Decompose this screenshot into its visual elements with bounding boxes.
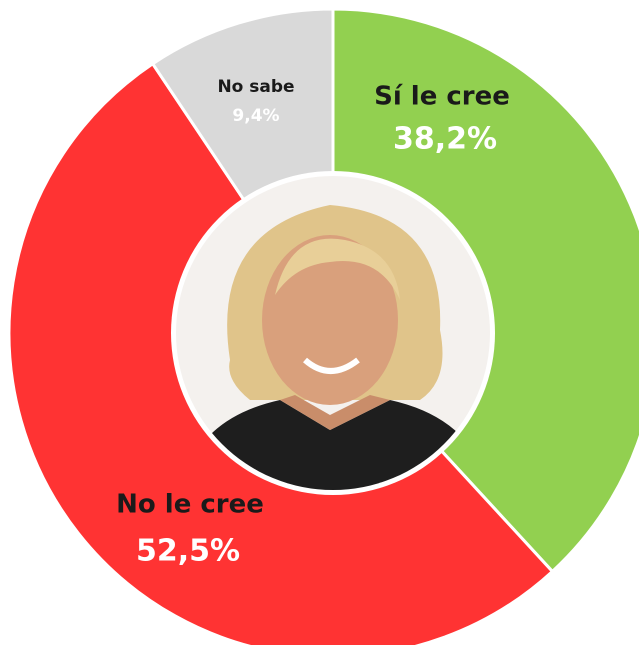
slice-label: No le cree	[116, 490, 264, 520]
labels: Sí le cree 38,2% No le cree 52,5% No sabe 9,4…	[116, 77, 510, 569]
center-photo	[171, 171, 495, 495]
value-label: 52,5%	[136, 534, 240, 569]
slice-label: No sabe	[217, 77, 294, 97]
bangs	[275, 238, 400, 300]
value-label: 38,2%	[393, 122, 497, 157]
slices	[7, 7, 639, 645]
face	[262, 235, 398, 405]
value-label: 9,4%	[232, 106, 279, 126]
smile	[303, 357, 360, 374]
slice-label: Sí le cree	[374, 82, 510, 112]
photo	[176, 176, 490, 490]
neck	[280, 395, 390, 430]
